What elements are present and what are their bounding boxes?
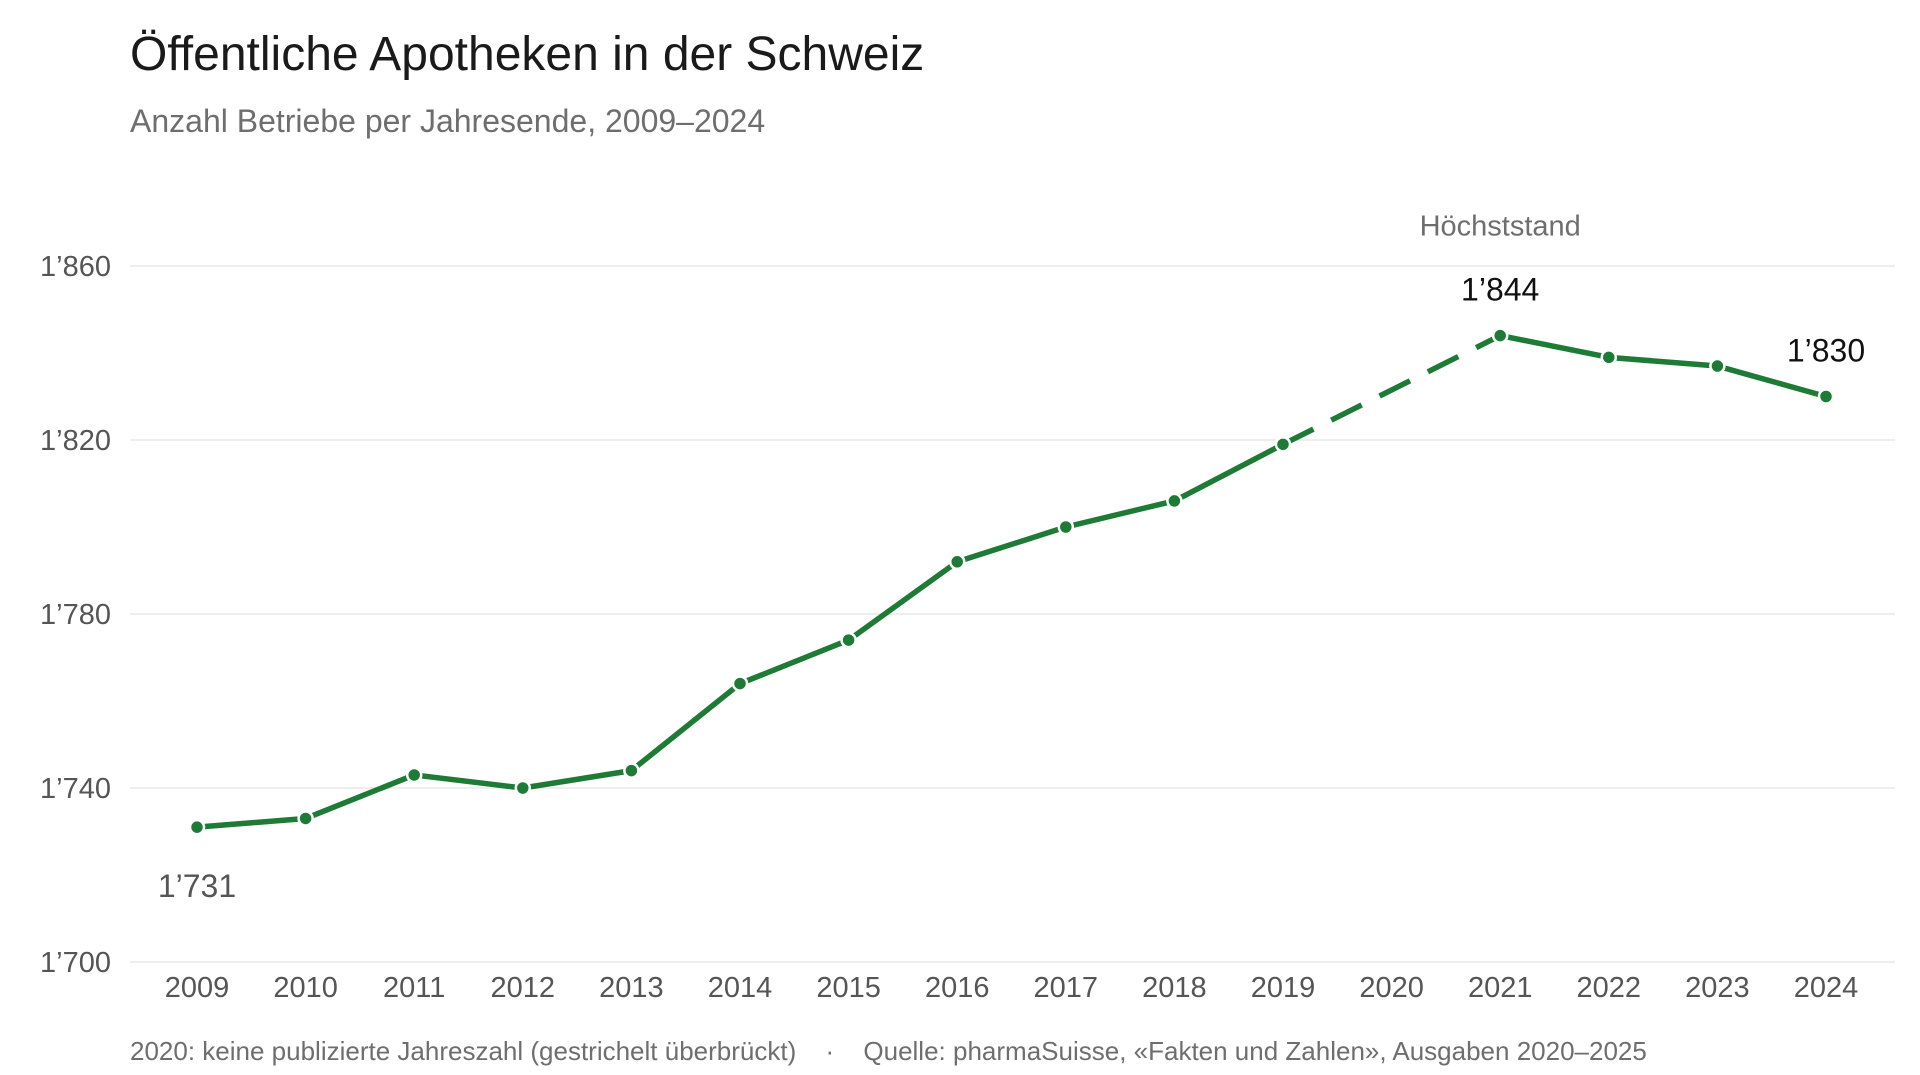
data-point-2021 (1491, 327, 1509, 344)
x-tick-label: 2011 (383, 972, 445, 1004)
y-tick-label: 1’820 (40, 425, 111, 457)
x-tick-label: 2024 (1794, 972, 1859, 1004)
data-points (188, 327, 1835, 836)
x-tick-label: 2023 (1685, 972, 1750, 1004)
x-tick-label: 2017 (1034, 972, 1099, 1004)
y-tick-label: 1’780 (40, 599, 111, 631)
footer-source: Quelle: pharmaSuisse, «Fakten und Zahlen… (863, 1036, 1646, 1066)
x-tick-label: 2015 (816, 972, 881, 1004)
y-tick-label: 1’860 (40, 251, 111, 283)
x-tick-label: 2014 (708, 972, 773, 1004)
data-point-2012 (514, 779, 532, 797)
data-point-2019 (1274, 436, 1292, 453)
x-tick-label: 2020 (1359, 972, 1424, 1004)
chart-subtitle: Anzahl Betriebe per Jahresende, 2009–202… (130, 103, 765, 139)
x-tick-label: 2009 (165, 972, 230, 1004)
data-point-2011 (405, 766, 423, 784)
annotation-caption: Höchststand (1420, 211, 1581, 243)
annotation-value: 1’731 (158, 868, 236, 904)
data-point-2015 (840, 631, 857, 649)
x-tick-label: 2022 (1577, 972, 1642, 1004)
x-tick-label: 2016 (925, 972, 990, 1004)
x-tick-label: 2021 (1468, 972, 1533, 1004)
x-tick-label: 2012 (491, 972, 556, 1004)
footer-separator: · (825, 1036, 834, 1066)
annotation-value: 1’830 (1787, 333, 1865, 369)
chart-title: Öffentliche Apotheken in der Schweiz (130, 28, 924, 81)
data-point-2023 (1709, 357, 1726, 375)
data-point-2014 (731, 675, 749, 692)
data-point-2010 (297, 810, 314, 827)
annotations: 1’731 1’844 Höchststand 1’830 (158, 211, 1865, 905)
footer-note: 2020: keine publizierte Jahreszahl (gest… (130, 1036, 1647, 1066)
gridlines (130, 265, 1895, 963)
data-point-2013 (623, 762, 640, 779)
series-line-segment (194, 441, 1286, 830)
y-tick-label: 1’740 (40, 773, 111, 805)
data-point-2017 (1057, 518, 1075, 536)
x-tick-label: 2019 (1251, 972, 1316, 1004)
y-tick-label: 1’700 (40, 947, 111, 979)
data-point-2016 (948, 553, 966, 571)
data-point-2009 (188, 818, 206, 836)
footer-note-text: 2020: keine publizierte Jahreszahl (gest… (130, 1036, 796, 1066)
series-line (194, 332, 1829, 830)
annotation-value: 1’844 (1461, 272, 1539, 308)
x-axis-ticks: 2009 2010 2011 2012 2013 2014 2015 2016 2017 2018… (165, 972, 1859, 1004)
x-tick-label: 2018 (1142, 972, 1207, 1004)
y-axis-ticks: 1’700 1’740 1’780 1’820 1’860 (40, 251, 111, 979)
x-tick-label: 2010 (273, 972, 338, 1004)
series-line-segment (1497, 332, 1829, 400)
series-gap-bridge (1281, 333, 1502, 447)
x-tick-label: 2013 (599, 972, 664, 1004)
data-point-2018 (1166, 492, 1183, 510)
data-point-2022 (1600, 349, 1618, 366)
data-point-2024 (1817, 388, 1835, 405)
